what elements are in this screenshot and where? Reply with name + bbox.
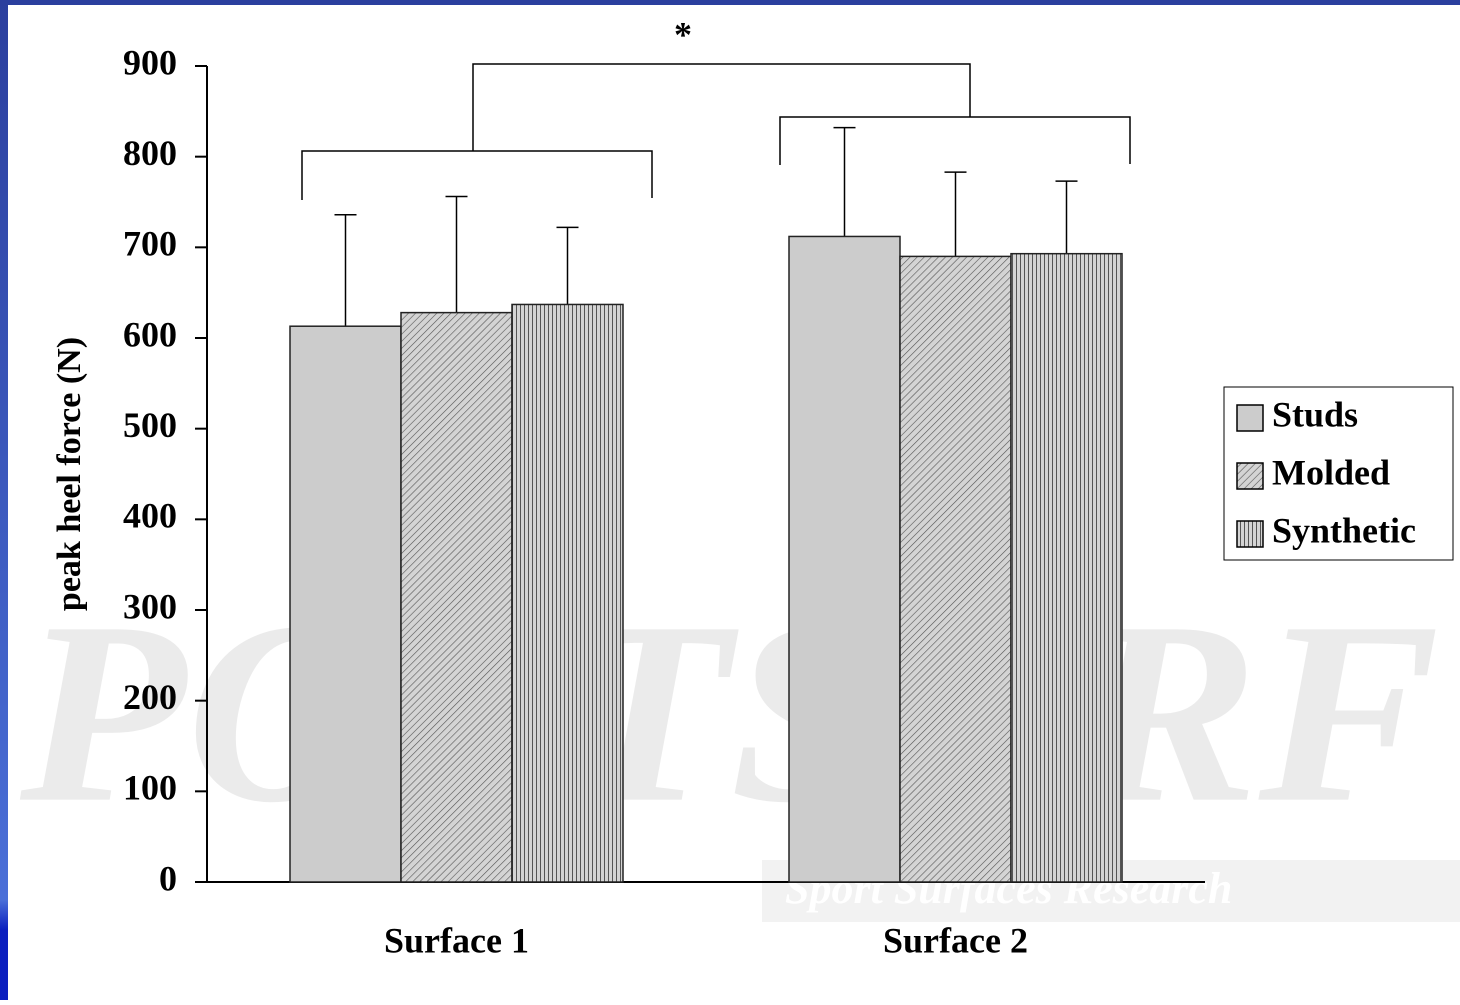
y-tick-label: 300 (123, 586, 177, 626)
bar (511, 303, 624, 883)
legend-swatch (1236, 520, 1264, 548)
y-tick-label: 0 (159, 858, 177, 898)
significance-mark: * (674, 14, 692, 54)
x-tick-label: Surface 1 (384, 920, 529, 960)
y-tick-label: 800 (123, 133, 177, 173)
y-axis-label: peak heel force (N) (51, 337, 88, 611)
side-border (0, 0, 8, 1000)
bar (788, 235, 901, 883)
y-tick-label: 400 (123, 496, 177, 536)
y-tick-label: 200 (123, 677, 177, 717)
top-border (0, 0, 1460, 5)
legend-label: Studs (1272, 394, 1358, 434)
legend-swatch (1236, 462, 1264, 490)
legend-label: Molded (1272, 452, 1390, 492)
y-tick-label: 500 (123, 405, 177, 445)
bar (289, 325, 402, 883)
y-tick-label: 900 (123, 42, 177, 82)
y-tick-label: 600 (123, 314, 177, 354)
significance-brackets (301, 63, 1131, 200)
bar (400, 311, 513, 883)
x-tick-label: Surface 2 (883, 920, 1028, 960)
y-tick-label: 700 (123, 224, 177, 264)
legend-swatch (1236, 404, 1264, 432)
y-tick-label: 100 (123, 768, 177, 808)
bar (899, 255, 1012, 883)
watermark-logo: PORTSURF (16, 569, 1440, 857)
bar (1010, 252, 1123, 883)
legend-label: Synthetic (1272, 510, 1416, 550)
